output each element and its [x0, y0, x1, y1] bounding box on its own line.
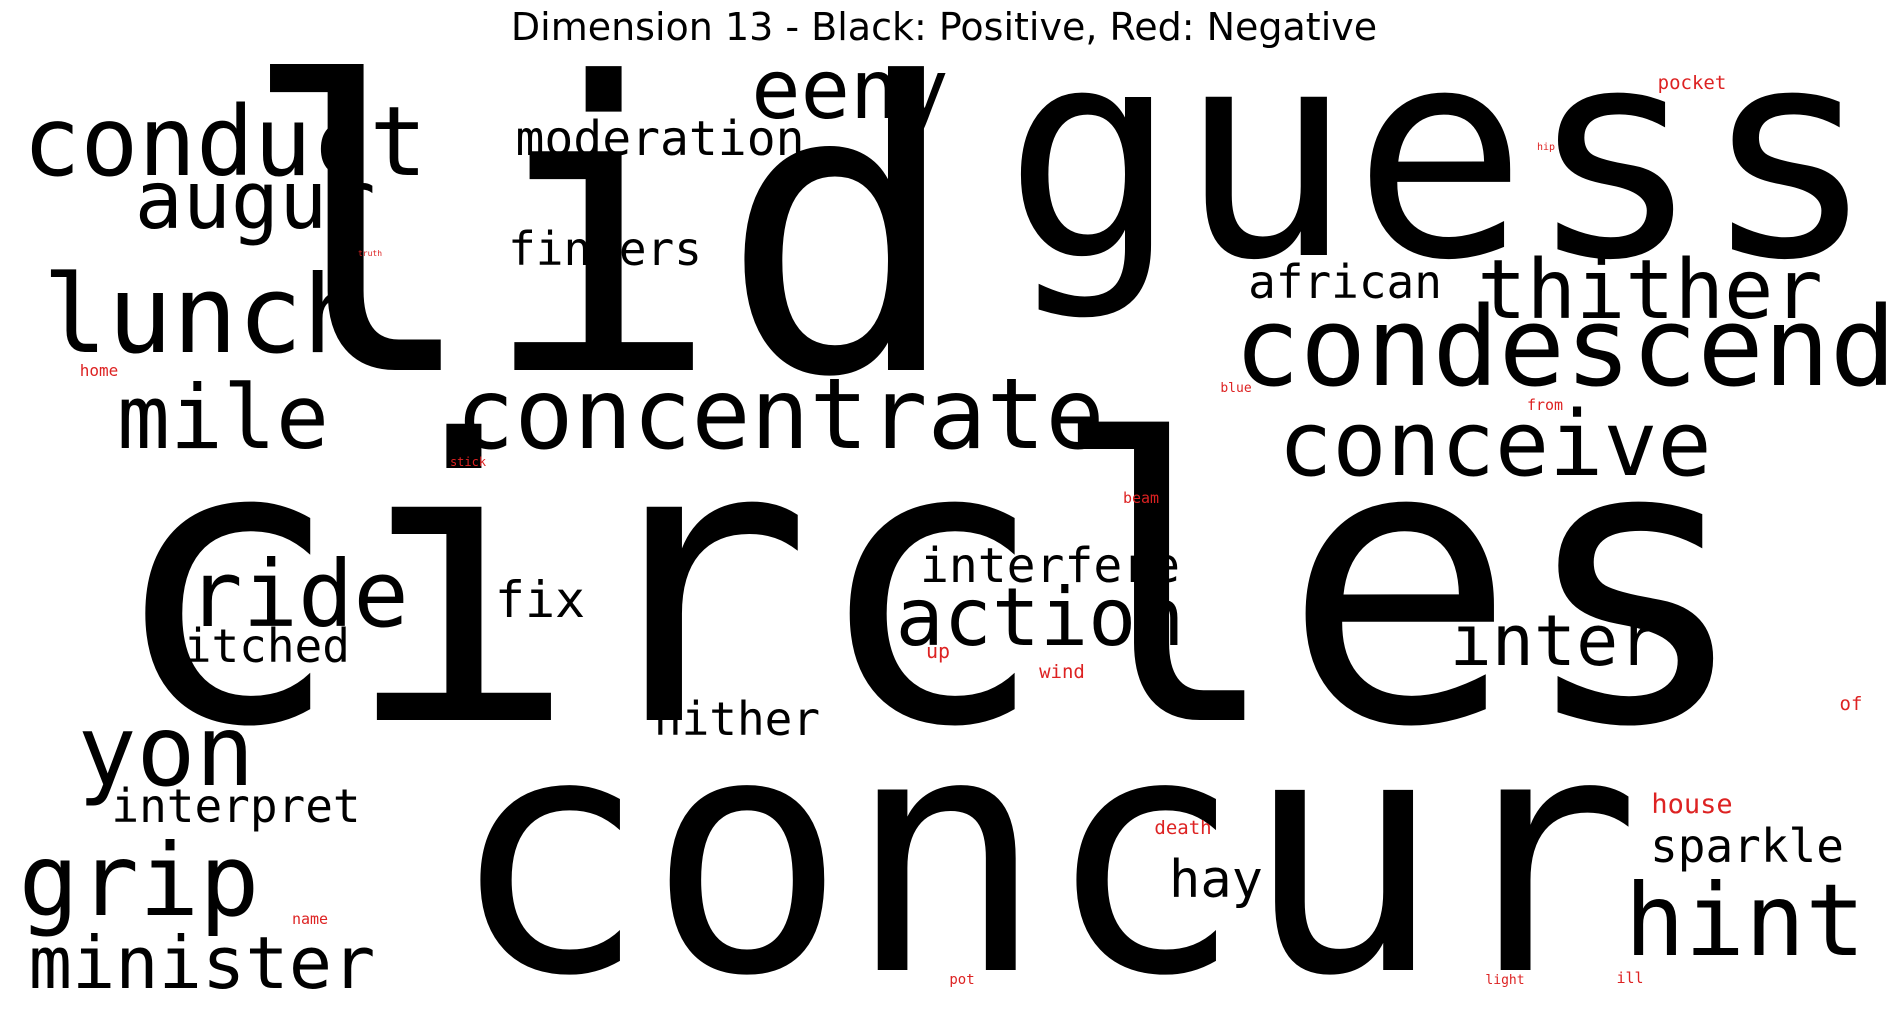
word-guess: guess — [1004, 0, 1877, 324]
word-minister: minister — [29, 921, 376, 1005]
word-conceive: conceive — [1278, 392, 1711, 497]
word-hay: hay — [1169, 850, 1263, 910]
word-fingers: fingers — [508, 222, 702, 276]
word-hip: hip — [1537, 142, 1555, 153]
word-grip: grip — [19, 822, 260, 939]
word-stick: stick — [450, 455, 487, 469]
word-ride: ride — [187, 541, 409, 648]
word-pocket: pocket — [1658, 72, 1727, 94]
word-mile: mile — [117, 366, 329, 469]
word-name: name — [292, 910, 328, 928]
word-up: up — [926, 639, 950, 663]
word-home: home — [80, 361, 119, 380]
word-hither: hither — [654, 692, 820, 746]
word-moderation: moderation — [516, 111, 805, 167]
word-fix: fix — [495, 571, 585, 629]
word-house: house — [1651, 789, 1732, 820]
word-hitched: hitched — [156, 619, 350, 673]
word-thither: thither — [1477, 243, 1823, 338]
word-pot: pot — [949, 972, 974, 988]
word-circles: circles — [108, 358, 1752, 812]
word-augur: augur — [135, 154, 376, 247]
word-blue: blue — [1220, 381, 1251, 396]
chart-title: Dimension 13 - Black: Positive, Red: Neg… — [510, 5, 1378, 49]
word-from: from — [1527, 396, 1563, 414]
word-lid: lid — [239, 0, 961, 465]
word-sparkle: sparkle — [1650, 819, 1844, 873]
word-lunch: lunch — [42, 253, 367, 378]
word-action: action — [896, 571, 1185, 664]
word-light: light — [1485, 973, 1524, 988]
word-beam: beam — [1123, 489, 1159, 507]
word-ill: ill — [1616, 969, 1643, 987]
word-concur: concur — [449, 664, 1641, 1010]
word-interpret: interpret — [111, 779, 360, 833]
word-concentrate: concentrate — [455, 358, 1104, 472]
word-truth: truth — [358, 249, 382, 258]
word-interfere: interfere — [920, 538, 1180, 594]
word-death: death — [1154, 817, 1211, 839]
word-african: african — [1248, 255, 1442, 309]
word-of: of — [1840, 693, 1863, 715]
word-wind: wind — [1039, 661, 1085, 683]
word-eeny: eeny — [751, 43, 948, 138]
word-inter: inter — [1450, 600, 1661, 682]
word-yon: yon — [77, 695, 254, 809]
word-hint: hint — [1625, 862, 1866, 979]
word-condescend: condescend — [1234, 283, 1888, 411]
word-conduct: conduct — [23, 86, 428, 198]
